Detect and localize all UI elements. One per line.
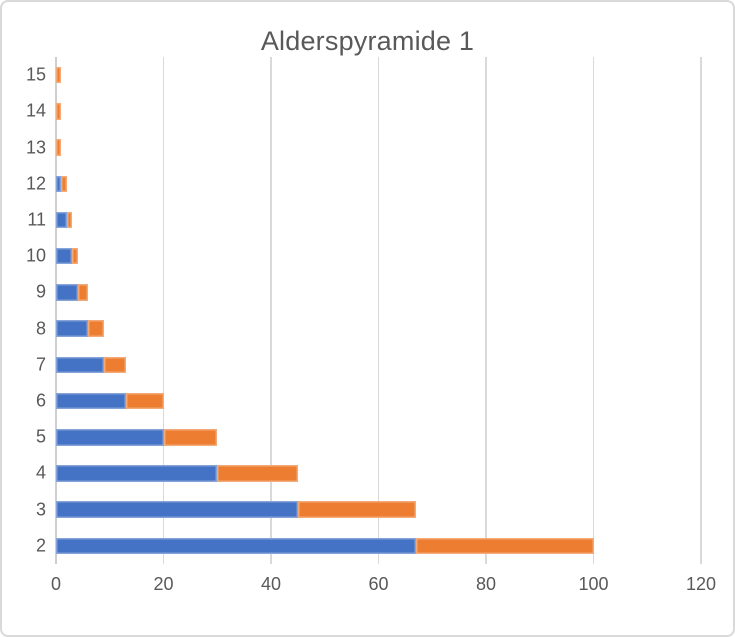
bar-row-14 — [56, 103, 702, 120]
bar-row-3 — [56, 501, 702, 518]
y-tick-label-13: 13 — [25, 137, 46, 158]
bar-segment-series-blue-cat-8[interactable] — [56, 320, 89, 337]
bar-row-11 — [56, 211, 702, 229]
bar-row-8 — [56, 320, 702, 337]
y-tick-label-11: 11 — [27, 209, 46, 230]
bar-segment-series-orange-cat-8[interactable] — [88, 320, 105, 337]
bar-segment-series-orange-cat-15[interactable] — [56, 66, 62, 84]
chart-title[interactable]: Alderspyramide 1 — [260, 26, 475, 56]
bar-segment-series-orange-cat-12[interactable] — [61, 175, 67, 192]
bar-row-2 — [56, 537, 702, 555]
bar-segment-series-orange-cat-2[interactable] — [416, 537, 594, 555]
bar-row-9 — [56, 284, 702, 301]
bar-row-4 — [56, 465, 702, 482]
gridline-x-20 — [162, 57, 165, 564]
y-tick-label-10: 10 — [25, 245, 46, 266]
x-tick-label-80: 80 — [475, 574, 497, 594]
bar-row-15 — [56, 66, 702, 84]
bar-segment-series-orange-cat-14[interactable] — [56, 103, 62, 120]
bar-segment-series-orange-cat-3[interactable] — [297, 501, 417, 518]
bar-segment-series-blue-cat-11[interactable] — [56, 211, 67, 229]
bar-segment-series-blue-cat-2[interactable] — [56, 537, 417, 555]
bar-row-12 — [56, 175, 702, 192]
value-axis-line — [55, 57, 57, 564]
gridline-x-60 — [377, 57, 380, 564]
plot-area — [55, 57, 702, 564]
bar-segment-series-orange-cat-4[interactable] — [217, 465, 298, 482]
y-tick-label-2: 2 — [35, 535, 46, 556]
bar-segment-series-blue-cat-3[interactable] — [56, 501, 298, 518]
gridline-x-40 — [270, 57, 272, 564]
x-tick-label-40: 40 — [260, 574, 282, 594]
bar-row-6 — [56, 392, 702, 410]
gridline-x-120 — [700, 57, 702, 564]
x-tick-label-120: 120 — [685, 574, 717, 594]
y-tick-label-14: 14 — [25, 100, 46, 121]
gridline-x-80 — [485, 57, 487, 564]
bar-segment-series-blue-cat-9[interactable] — [56, 284, 78, 301]
x-tick-label-100: 100 — [578, 574, 609, 594]
bar-row-7 — [56, 356, 702, 374]
bar-segment-series-orange-cat-13[interactable] — [56, 139, 62, 156]
y-tick-label-9: 9 — [35, 281, 46, 302]
bar-segment-series-blue-cat-10[interactable] — [56, 247, 73, 265]
bar-segment-series-blue-cat-7[interactable] — [56, 356, 105, 374]
bar-segment-series-blue-cat-5[interactable] — [56, 429, 164, 446]
y-tick-label-7: 7 — [35, 354, 46, 375]
y-axis: 15 14 13 12 11 10 9 8 7 6 5 4 3 2 — [2, 57, 46, 564]
bar-row-13 — [56, 139, 702, 156]
bar-segment-series-blue-cat-12[interactable] — [56, 175, 62, 192]
bar-segment-series-orange-cat-7[interactable] — [104, 356, 126, 374]
y-tick-label-6: 6 — [35, 390, 46, 411]
bar-segment-series-orange-cat-10[interactable] — [72, 247, 78, 265]
y-tick-label-5: 5 — [35, 426, 46, 447]
bar-segment-series-orange-cat-11[interactable] — [66, 211, 73, 229]
x-tick-label-60: 60 — [368, 574, 389, 594]
bar-segment-series-blue-cat-4[interactable] — [56, 465, 218, 482]
gridline-x-100 — [592, 57, 595, 564]
x-axis: 0 20 40 60 80 100 120 — [51, 574, 716, 598]
bar-row-10 — [56, 247, 702, 265]
y-tick-label-12: 12 — [25, 173, 46, 194]
x-tick-label-0: 0 — [50, 574, 62, 594]
bar-segment-series-blue-cat-6[interactable] — [56, 392, 126, 410]
bar-segment-series-orange-cat-6[interactable] — [125, 392, 164, 410]
bar-segment-series-orange-cat-5[interactable] — [163, 429, 218, 446]
bar-row-5 — [56, 429, 702, 446]
x-tick-label-20: 20 — [153, 574, 174, 594]
y-tick-label-8: 8 — [35, 318, 46, 339]
y-tick-label-4: 4 — [35, 462, 46, 483]
y-tick-label-3: 3 — [35, 499, 46, 520]
y-tick-label-15: 15 — [25, 64, 46, 85]
bar-segment-series-orange-cat-9[interactable] — [77, 284, 89, 301]
